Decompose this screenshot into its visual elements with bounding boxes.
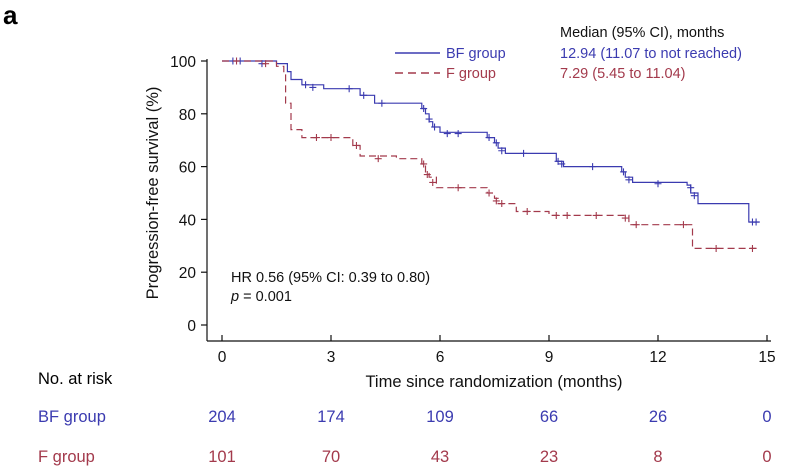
y-axis-title: Progression-free survival (%) (144, 87, 162, 300)
censor-mark-1-4 (352, 141, 360, 149)
legend-name-f: F group (446, 66, 496, 82)
x-tick-label-3: 3 (327, 349, 336, 366)
x-tick-label-6: 6 (436, 349, 445, 366)
censor-mark-1-7 (423, 171, 431, 179)
panel-label: a (3, 0, 18, 30)
risk-value-0-1: 174 (317, 408, 345, 426)
series-line-1 (222, 60, 760, 249)
risk-value-1-0: 101 (208, 448, 236, 466)
hazard-ratio-text: HR 0.56 (95% CI: 0.39 to 0.80) (231, 270, 430, 286)
y-tick-label-40: 40 (179, 212, 197, 229)
legend-title: Median (95% CI), months (560, 25, 724, 41)
censor-mark-0-8 (420, 105, 428, 113)
censor-mark-1-17 (621, 214, 629, 222)
risk-row-label-0: BF group (38, 408, 106, 426)
censor-mark-1-10 (485, 189, 493, 197)
axes: 0 20 40 60 80 100 0 3 6 9 12 15 (170, 54, 776, 366)
legend-median-bf: 12.94 (11.07 to not reached) (560, 46, 742, 62)
y-tick-label-80: 80 (179, 107, 197, 124)
x-tick-label-9: 9 (545, 349, 554, 366)
risk-value-0-5: 0 (762, 408, 771, 426)
censor-mark-0-4 (309, 83, 317, 91)
y-tick-label-100: 100 (170, 54, 196, 71)
risk-row-label-1: F group (38, 448, 95, 466)
censor-mark-0-5 (345, 85, 353, 93)
y-tick-label-20: 20 (179, 265, 197, 282)
censor-mark-0-17 (554, 157, 562, 165)
censor-mark-0-9 (425, 115, 433, 123)
x-axis-title: Time since randomization (months) (365, 373, 622, 391)
censor-mark-0-3 (302, 81, 310, 89)
risk-value-0-3: 66 (540, 408, 558, 426)
censor-mark-0-6 (360, 91, 368, 99)
x-tick-label-15: 15 (758, 349, 775, 366)
x-tick-label-0: 0 (218, 349, 227, 366)
risk-value-1-4: 8 (653, 448, 662, 466)
censor-mark-0-26 (752, 218, 760, 226)
risk-table-header: No. at risk (38, 370, 113, 388)
censor-mark-1-5 (374, 155, 382, 163)
censor-mark-1-20 (712, 244, 720, 252)
censor-mark-0-18 (558, 160, 566, 168)
censor-mark-1-9 (454, 184, 462, 192)
censor-mark-1-11 (492, 197, 500, 205)
p-value: = 0.001 (239, 289, 292, 305)
censor-mark-0-13 (485, 134, 493, 142)
censor-mark-1-18 (632, 221, 640, 229)
censor-mark-0-24 (690, 192, 698, 200)
censor-mark-0-21 (625, 176, 633, 184)
series-layer (222, 57, 760, 252)
p-symbol: p (230, 289, 239, 305)
censor-mark-1-21 (748, 244, 756, 252)
censor-mark-0-23 (687, 184, 695, 192)
risk-value-1-2: 43 (431, 448, 449, 466)
censor-mark-0-10 (431, 123, 439, 131)
p-value-text: p = 0.001 (230, 289, 292, 305)
censor-mark-1-19 (679, 221, 687, 229)
censor-mark-0-22 (654, 180, 662, 188)
y-tick-label-0: 0 (187, 318, 196, 335)
risk-value-1-1: 70 (322, 448, 340, 466)
risk-value-0-0: 204 (208, 408, 236, 426)
legend-name-bf: BF group (446, 46, 506, 62)
risk-value-0-2: 109 (426, 408, 454, 426)
censor-mark-1-2 (312, 134, 320, 142)
legend-median-f: 7.29 (5.45 to 11.04) (560, 66, 686, 82)
y-tick-label-60: 60 (179, 160, 197, 177)
censor-mark-1-0 (233, 57, 241, 65)
risk-table: BF group 204 174 109 66 26 0 F group 101 70 43 23 8 0 (38, 408, 772, 466)
censor-mark-0-20 (619, 168, 627, 176)
censor-mark-0-12 (454, 130, 462, 138)
censor-mark-1-12 (498, 200, 506, 208)
censor-mark-1-13 (523, 207, 531, 215)
censor-mark-1-6 (420, 160, 428, 168)
x-tick-label-12: 12 (649, 349, 666, 366)
censor-mark-1-3 (327, 134, 335, 142)
censor-mark-0-19 (589, 163, 597, 171)
censor-mark-1-1 (262, 60, 270, 68)
legend-entry-bf: BF group 12.94 (11.07 to not reached) (395, 46, 742, 62)
censor-mark-0-14 (492, 139, 500, 147)
risk-value-0-4: 26 (649, 408, 667, 426)
censor-mark-0-7 (378, 99, 386, 107)
censor-mark-1-16 (592, 211, 600, 219)
censor-mark-1-15 (563, 211, 571, 219)
censor-mark-0-11 (443, 130, 451, 138)
censor-mark-0-15 (498, 147, 506, 155)
risk-value-1-3: 23 (540, 448, 558, 466)
legend-entry-f: F group 7.29 (5.45 to 11.04) (395, 66, 686, 82)
censor-mark-0-16 (520, 149, 528, 157)
censor-mark-1-14 (552, 211, 560, 219)
censor-mark-1-8 (429, 178, 437, 186)
risk-value-1-5: 0 (762, 448, 771, 466)
